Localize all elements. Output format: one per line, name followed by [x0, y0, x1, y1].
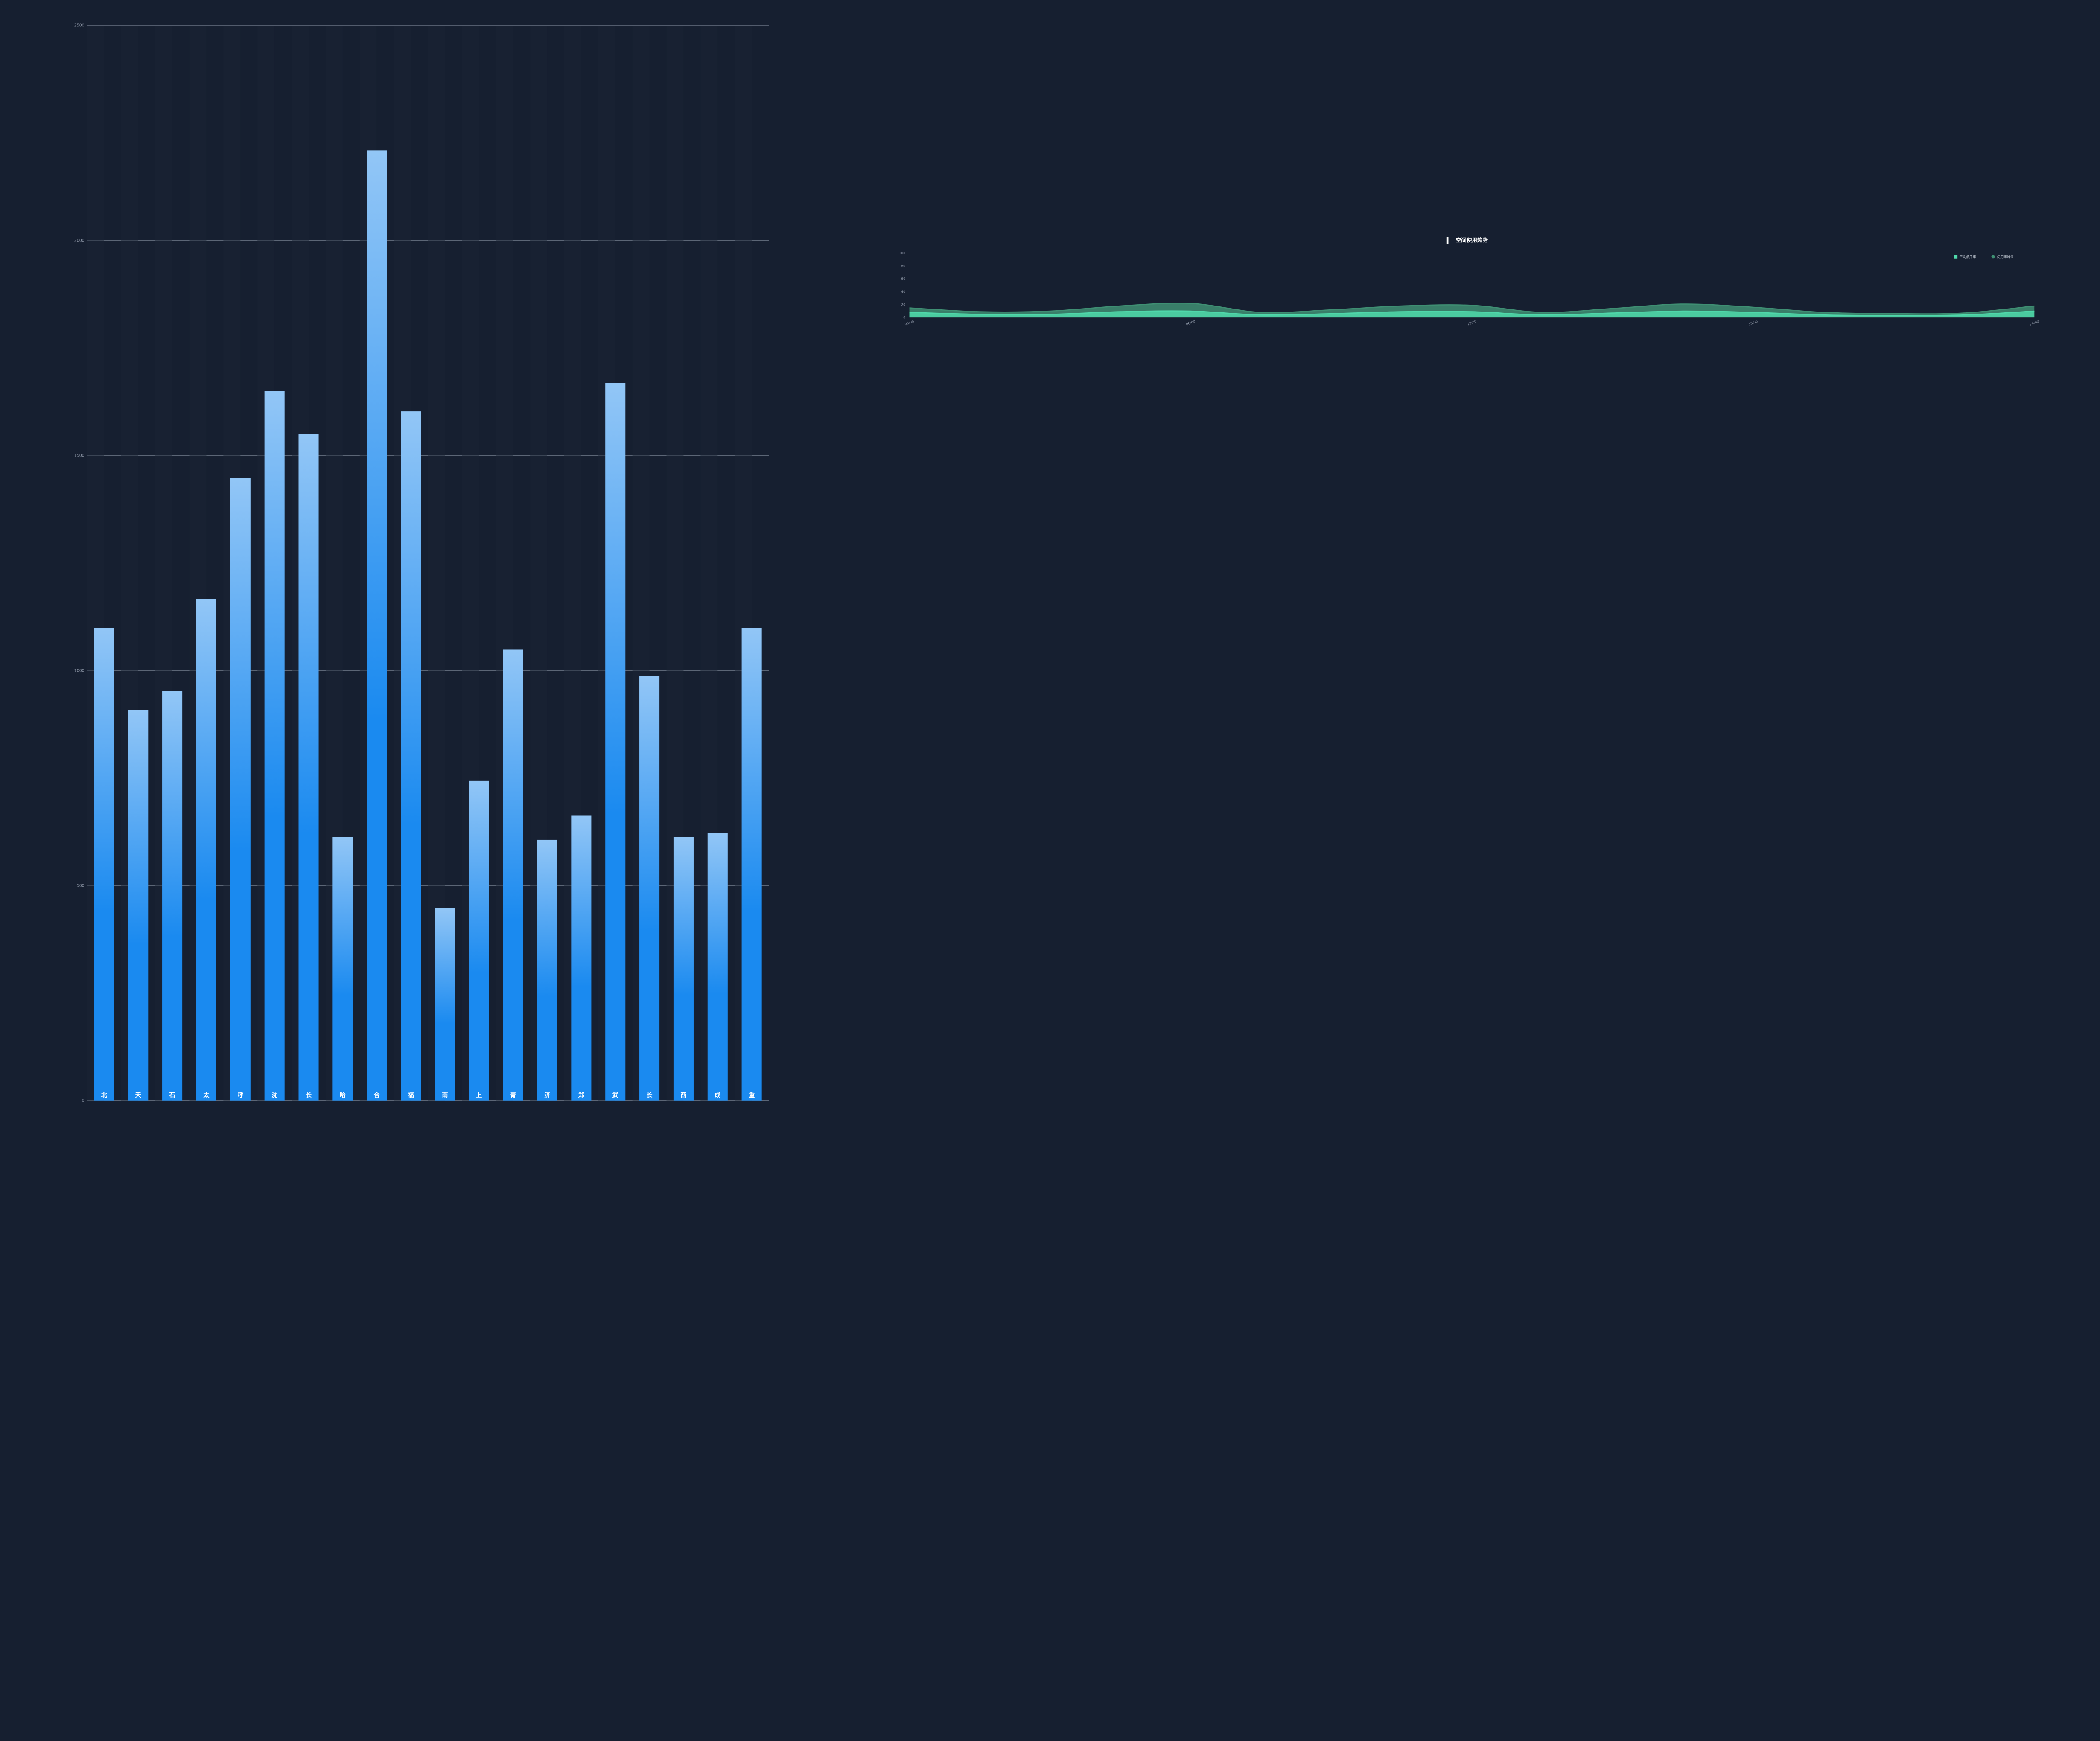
y-tick-label: 0: [82, 1098, 85, 1103]
bar: [605, 383, 626, 1101]
legend-label: 平均使用率: [1960, 254, 1976, 259]
x-tick-label: 成: [715, 1092, 720, 1099]
line: [909, 303, 2035, 314]
x-tick-label: 重: [749, 1092, 755, 1099]
bar: [332, 837, 353, 1101]
x-tick-label: 济: [544, 1092, 551, 1099]
bar: [707, 833, 728, 1101]
x-tick-label: 郑: [578, 1092, 584, 1099]
x-tick-label: 青: [510, 1092, 516, 1099]
x-tick-label: 12:00: [1467, 320, 1477, 326]
y-tick-label: 1500: [74, 453, 85, 458]
line: [909, 310, 2035, 316]
x-tick-label: 太: [203, 1092, 210, 1099]
chart-title: 空间使用趋势: [1456, 237, 1488, 243]
x-tick-label: 石: [169, 1092, 175, 1099]
x-tick-label: 长: [647, 1092, 653, 1099]
bar: [401, 411, 421, 1101]
y-tick-label: 100: [899, 251, 905, 255]
y-tick-label: 60: [901, 277, 905, 281]
bar: [673, 837, 694, 1101]
x-tick-label: 长: [306, 1092, 312, 1099]
title-marker: [1446, 237, 1449, 244]
x-tick-label: 呼: [237, 1092, 243, 1099]
bar: [298, 434, 319, 1101]
bar: [435, 908, 455, 1101]
bar: [367, 150, 387, 1101]
bar: [741, 628, 762, 1101]
legend-swatch: [1991, 255, 1995, 259]
bar: [94, 628, 114, 1101]
y-tick-label: 0: [903, 316, 905, 320]
y-tick-label: 2500: [74, 23, 85, 28]
x-tick-label: 合: [374, 1092, 380, 1099]
bar: [230, 478, 251, 1101]
x-tick-label: 00:00: [904, 320, 914, 326]
y-tick-label: 40: [901, 290, 905, 294]
bar: [571, 815, 592, 1101]
bar: [128, 710, 149, 1101]
bar: [162, 691, 183, 1101]
y-tick-label: 80: [901, 264, 905, 268]
x-tick-label: 沈: [271, 1092, 277, 1099]
x-tick-label: 18:00: [1748, 320, 1758, 326]
bar: [196, 599, 216, 1101]
x-tick-label: 天: [135, 1092, 142, 1099]
x-tick-label: 北: [101, 1092, 108, 1099]
x-tick-label: 南: [442, 1092, 448, 1099]
bar: [639, 676, 660, 1101]
x-tick-label: 西: [680, 1092, 686, 1099]
x-tick-label: 06:00: [1185, 320, 1196, 326]
bar: [537, 839, 557, 1101]
bar: [503, 649, 523, 1101]
y-tick-label: 500: [77, 883, 85, 888]
legend-label: 使用率峰值: [1997, 254, 2013, 259]
bar: [469, 780, 489, 1101]
x-tick-label: 福: [408, 1092, 414, 1099]
y-tick-label: 20: [901, 303, 905, 306]
bar: [264, 391, 285, 1101]
x-tick-label: 武: [612, 1092, 618, 1099]
x-tick-label: 哈: [340, 1092, 346, 1099]
legend-swatch: [1954, 255, 1958, 259]
x-tick-label: 24:00: [2029, 320, 2039, 326]
x-tick-label: 上: [476, 1092, 482, 1099]
y-tick-label: 2000: [74, 239, 85, 243]
y-tick-label: 1000: [74, 668, 85, 673]
